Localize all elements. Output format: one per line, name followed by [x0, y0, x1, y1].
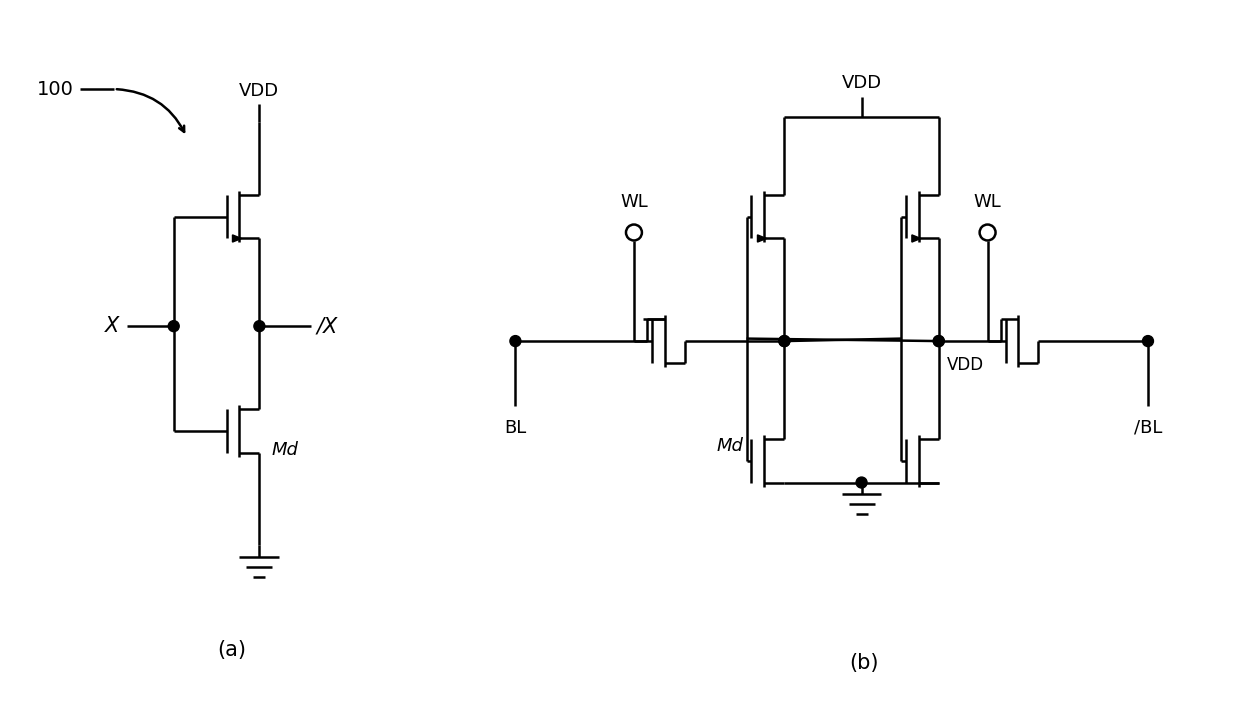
Circle shape — [254, 321, 265, 332]
Text: VDD: VDD — [239, 82, 279, 100]
Text: VDD: VDD — [947, 356, 983, 374]
Polygon shape — [232, 235, 242, 242]
Circle shape — [856, 477, 867, 488]
Text: Md: Md — [272, 441, 298, 459]
Circle shape — [1142, 335, 1153, 346]
Circle shape — [934, 335, 944, 346]
Circle shape — [779, 335, 790, 346]
Text: VDD: VDD — [842, 74, 882, 92]
Text: (b): (b) — [849, 653, 879, 673]
Text: X: X — [104, 316, 119, 336]
Text: /BL: /BL — [1133, 419, 1162, 437]
Text: /X: /X — [316, 316, 337, 336]
Circle shape — [934, 335, 944, 346]
Circle shape — [779, 335, 790, 346]
Circle shape — [510, 335, 521, 346]
Polygon shape — [911, 235, 921, 242]
Polygon shape — [758, 235, 766, 242]
Text: 100: 100 — [37, 80, 74, 99]
Text: Md: Md — [717, 436, 744, 454]
Text: WL: WL — [620, 192, 647, 211]
Circle shape — [169, 321, 180, 332]
Text: (a): (a) — [217, 640, 246, 660]
Text: BL: BL — [505, 419, 527, 437]
Text: WL: WL — [973, 192, 1002, 211]
